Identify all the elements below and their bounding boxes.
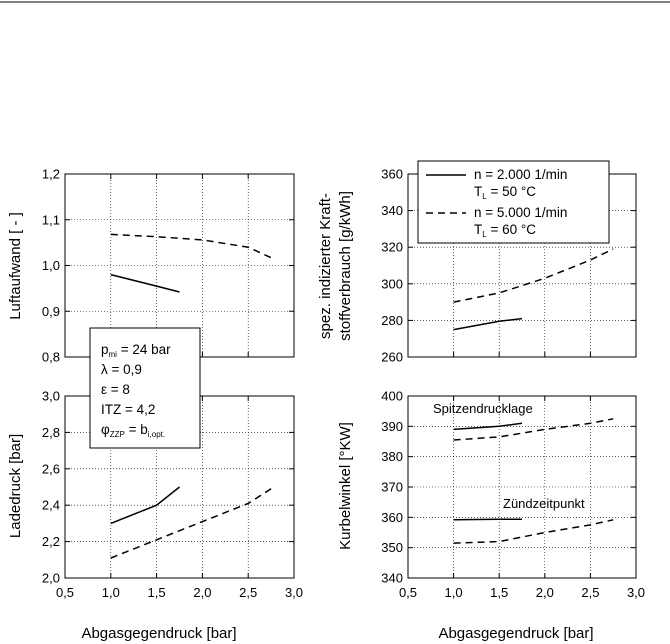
panel-kurbelwinkel: 340 350 360 370 380 390 400 0,5 1,0 1,5 2,0 2,5 3,0 — [381, 389, 645, 601]
y-tick-label: 360 — [381, 510, 403, 525]
legend: n = 2.000 1/min TL = 50 °C n = 5.000 1/m… — [417, 160, 610, 244]
ylabel-kurbelwinkel: Kurbelwinkel [°KW] — [337, 422, 354, 550]
legend-entry-2-line1: n = 5.000 1/min — [474, 205, 567, 220]
condition-lambda: λ = 0,9 — [101, 362, 142, 377]
y-tick-label: 380 — [381, 449, 403, 464]
x-tick-label: 0,5 — [56, 585, 74, 600]
ylabel-ladedruck: Ladedruck [bar] — [7, 434, 24, 538]
y-tick-label: 0,8 — [42, 350, 60, 365]
y-tick-label: 2,8 — [42, 425, 60, 440]
series-line-spitze_n5000 — [453, 418, 614, 441]
condition-phi: φZZP = bi,opt. — [101, 422, 165, 439]
y-tick-label: 320 — [381, 240, 403, 255]
xlabel-ladedruck: Abgasgegendruck [bar] — [81, 625, 236, 642]
conditions-box: pmi = 24 bar λ = 0,9 ε = 8 ITZ = 4,2 φZZ… — [89, 327, 201, 449]
series-line-n2000 — [110, 273, 180, 293]
x-tick-label: 0,5 — [399, 585, 417, 600]
y-tick-label: 400 — [381, 389, 403, 404]
annotation-zuendzeitpunkt: Zündzeitpunkt — [503, 496, 585, 511]
y-tick-label: 300 — [381, 276, 403, 291]
condition-itz: ITZ = 4,2 — [101, 402, 155, 417]
ylabel-luftaufwand: Luftaufwand [ - ] — [7, 212, 24, 320]
y-tick-label: 340 — [381, 571, 403, 586]
y-tick-label: 360 — [381, 167, 403, 182]
x-tick-label: 1,0 — [445, 585, 463, 600]
x-tick-label: 1,5 — [490, 585, 508, 600]
y-tick-label: 0,9 — [42, 304, 60, 319]
series-line-n5000 — [453, 248, 614, 303]
x-tick-label: 1,5 — [148, 585, 166, 600]
ylabel-verbrauch-line1: spez. indizierter Kraft- — [317, 193, 334, 339]
y-tick-label: 2,0 — [42, 571, 60, 586]
series-line-n2000 — [110, 486, 180, 525]
xlabel-kurbelwinkel: Abgasgegendruck [bar] — [438, 625, 593, 642]
y-tick-label: 1,2 — [42, 167, 60, 182]
series-line-spitze_n2000 — [453, 422, 523, 431]
y-tick-label: 3,0 — [42, 389, 60, 404]
y-tick-label: 280 — [381, 313, 403, 328]
x-tick-label: 2,0 — [193, 585, 211, 600]
legend-entry-2-line2: TL = 60 °C — [474, 222, 536, 239]
x-tick-label: 3,0 — [285, 585, 303, 600]
ylabel-verbrauch-line2: stoffverbrauch [g/kWh] — [337, 191, 354, 341]
annotation-spitzendrucklage: Spitzendrucklage — [433, 401, 533, 416]
legend-entry-1-line2: TL = 50 °C — [474, 184, 536, 201]
x-tick-label: 2,5 — [581, 585, 599, 600]
condition-pmi: pmi = 24 bar — [101, 342, 171, 359]
legend-entry-1-line1: n = 2.000 1/min — [474, 167, 567, 182]
y-tick-label: 340 — [381, 203, 403, 218]
condition-epsilon: ε = 8 — [101, 382, 130, 397]
x-tick-label: 1,0 — [102, 585, 120, 600]
series-line-zuend_n2000 — [453, 518, 522, 521]
x-tick-label: 2,5 — [239, 585, 257, 600]
y-tick-label: 2,2 — [42, 534, 60, 549]
y-tick-label: 2,6 — [42, 461, 60, 476]
conditions-frame — [89, 327, 201, 449]
y-tick-label: 390 — [381, 419, 403, 434]
series-line-n5000 — [110, 488, 272, 559]
y-tick-label: 260 — [381, 350, 403, 365]
y-tick-label: 1,1 — [42, 212, 60, 227]
x-tick-label: 3,0 — [627, 585, 645, 600]
y-tick-label: 370 — [381, 480, 403, 495]
series-line-zuend_n5000 — [453, 519, 614, 544]
y-tick-label: 1,0 — [42, 258, 60, 273]
series-line-n2000 — [453, 317, 523, 331]
y-tick-label: 2,4 — [42, 498, 60, 513]
series-line-n5000 — [110, 233, 272, 259]
y-tick-label: 350 — [381, 540, 403, 555]
x-tick-label: 2,0 — [536, 585, 554, 600]
